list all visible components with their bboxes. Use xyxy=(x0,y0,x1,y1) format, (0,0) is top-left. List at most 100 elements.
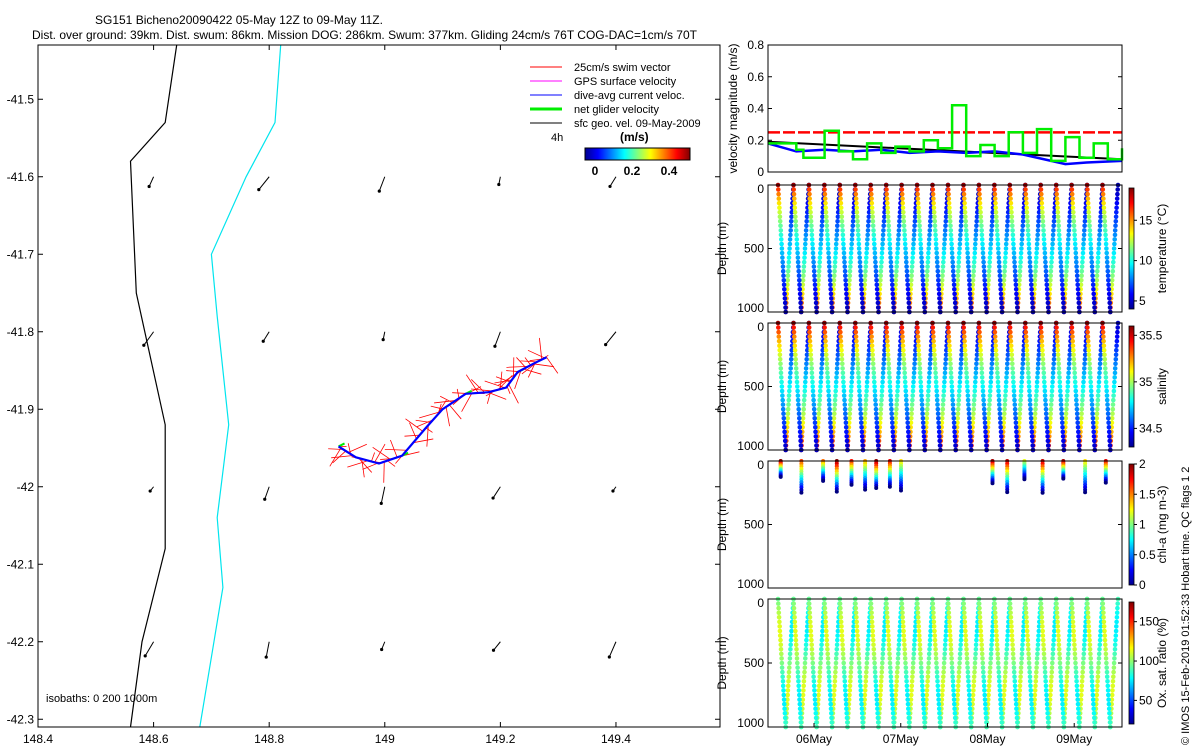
section-sample-point xyxy=(824,628,829,634)
section-sample-point xyxy=(1001,278,1007,283)
section-sample-point xyxy=(928,209,934,215)
dive-avg-current-line xyxy=(767,142,1123,166)
section-sample-point xyxy=(778,228,784,233)
section-sample-point xyxy=(916,628,922,634)
swim-vector xyxy=(445,406,450,427)
section-sample-point xyxy=(840,651,846,657)
section-sample-point xyxy=(810,384,816,389)
section-sample-point xyxy=(988,651,994,657)
section-sample-point xyxy=(801,411,806,417)
section-sample-point xyxy=(1102,223,1108,229)
section-sample-point xyxy=(947,205,952,210)
section-sample-point xyxy=(973,379,978,385)
section-sample-point xyxy=(1066,642,1072,647)
section-sample-point xyxy=(962,338,967,344)
section-sample-point xyxy=(1092,715,1097,721)
section-sample-point xyxy=(987,255,993,260)
section-sample-point xyxy=(995,651,1000,657)
section-sample-point xyxy=(839,347,844,353)
section-sample-point xyxy=(944,624,949,629)
section-sample-point xyxy=(918,665,924,670)
section-sample-point xyxy=(971,683,976,689)
section-sample-point xyxy=(919,264,925,269)
section-sample-point xyxy=(1114,624,1119,629)
section-sample-point xyxy=(795,384,800,389)
section-sample-point xyxy=(1109,416,1115,421)
section-sample-point xyxy=(906,296,911,301)
section-sample-point xyxy=(1026,375,1031,380)
surface-velocity-vector xyxy=(258,176,270,190)
section-sample-point xyxy=(916,214,922,220)
section-sample-point xyxy=(1111,397,1116,403)
section-sample-point xyxy=(787,237,793,242)
section-sample-point xyxy=(828,282,833,288)
swim-vector xyxy=(371,452,376,462)
section-sample-point xyxy=(854,624,860,629)
section-sample-point xyxy=(1013,692,1018,698)
section-sample-point xyxy=(881,357,887,362)
section-sample-point xyxy=(1088,237,1093,242)
section-sample-point xyxy=(1089,669,1094,675)
section-sample-point xyxy=(902,232,907,238)
section-sample-point xyxy=(839,633,845,638)
section-sample-point xyxy=(1027,674,1033,679)
section-sample-point xyxy=(931,343,937,349)
section-sample-point xyxy=(1079,406,1085,412)
section-sample-point xyxy=(792,196,797,201)
section-sample-point xyxy=(814,720,819,725)
section-sample-point xyxy=(1052,209,1057,215)
section-sample-point xyxy=(802,255,807,260)
chla-sample-point xyxy=(899,488,903,493)
section-sample-point xyxy=(818,237,824,242)
section-sample-point xyxy=(988,384,993,389)
section-sample-point xyxy=(1075,701,1081,707)
section-sample-point xyxy=(1070,196,1075,201)
section-sample-point xyxy=(887,384,893,389)
section-sample-point xyxy=(805,624,810,629)
section-sample-point xyxy=(1043,259,1048,265)
swim-vector xyxy=(506,370,519,372)
section-sample-point xyxy=(1025,633,1030,638)
section-sample-point xyxy=(872,246,877,251)
section-sample-point xyxy=(1002,402,1008,407)
map-x-tick-label: 148.8 xyxy=(254,732,284,746)
section-sample-point xyxy=(843,701,849,707)
section-sample-point xyxy=(1016,420,1022,426)
section-sample-point xyxy=(788,642,793,647)
section-sample-point xyxy=(974,628,980,634)
section-sample-point xyxy=(986,416,991,421)
section-sample-point xyxy=(1064,669,1070,675)
section-sample-point xyxy=(851,628,856,634)
section-sample-point xyxy=(1039,343,1045,349)
section-sample-point xyxy=(920,416,926,421)
section-sample-point xyxy=(1095,268,1100,274)
section-sample-point xyxy=(787,388,792,394)
section-sample-point xyxy=(994,214,999,220)
swim-vector xyxy=(405,418,424,432)
section-sample-point xyxy=(810,379,815,385)
section-sample-point xyxy=(873,268,879,274)
section-sample-point xyxy=(870,628,875,634)
section-sample-point xyxy=(1045,438,1051,444)
section-sample-point xyxy=(1036,209,1042,215)
section-sample-point xyxy=(913,347,918,353)
section-sample-point xyxy=(811,406,817,412)
section-sample-point xyxy=(827,406,832,412)
section-sample-point xyxy=(911,651,917,657)
section-sample-point xyxy=(1033,406,1038,412)
section-sample-point xyxy=(1011,384,1016,389)
section-sample-point xyxy=(797,692,802,698)
section-sample-point xyxy=(827,416,833,421)
section-y-tick-label: 0 xyxy=(757,320,764,334)
section-sample-point xyxy=(990,628,995,634)
surface-velocity-vector xyxy=(148,176,155,187)
section-sample-point xyxy=(1007,187,1013,192)
section-sample-point xyxy=(1021,352,1026,358)
section-sample-point xyxy=(809,651,815,657)
section-sample-point xyxy=(1005,214,1011,220)
section-sample-point xyxy=(948,366,954,371)
section-sample-point xyxy=(1049,393,1055,398)
section-sample-point xyxy=(834,642,840,647)
section-sample-point xyxy=(1081,232,1087,238)
section-sample-point xyxy=(793,633,798,638)
